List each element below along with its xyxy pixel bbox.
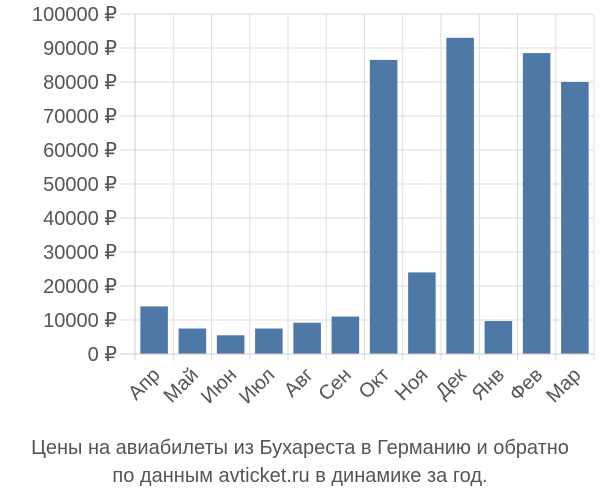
x-tick-label: Сен [314, 364, 355, 405]
x-tick-label: Июн [197, 364, 241, 408]
chart-caption-line1: Цены на авиабилеты из Бухареста в Герман… [31, 437, 569, 459]
bar [446, 37, 474, 355]
chart-caption-line2: по данным avticket.ru в динамике за год. [112, 465, 488, 487]
axes [120, 14, 594, 355]
y-tick-label: 10000 ₽ [43, 310, 117, 332]
y-tick-label: 50000 ₽ [43, 174, 117, 196]
bar [369, 59, 398, 355]
y-tick-label: 90000 ₽ [43, 38, 117, 60]
x-tick-label: Ноя [391, 364, 432, 405]
y-tick-label: 70000 ₽ [43, 106, 117, 128]
bar [178, 328, 207, 354]
y-tick-label: 0 ₽ [88, 344, 118, 366]
bar [255, 328, 283, 354]
x-tick-label: Апр [124, 364, 165, 405]
bar [522, 53, 551, 354]
y-tick-label: 60000 ₽ [43, 140, 117, 162]
bar [408, 272, 436, 354]
bar [140, 306, 168, 354]
x-tick-label: Май [160, 364, 203, 407]
bars [140, 37, 589, 355]
bar [561, 82, 589, 354]
x-tick-label: Дек [431, 364, 470, 403]
x-tick-label: Окт [355, 364, 394, 403]
bar [331, 316, 360, 354]
y-tick-label: 100000 ₽ [32, 4, 117, 26]
bar [484, 321, 513, 354]
bar-chart: 0 ₽ 10000 ₽ 20000 ₽ 30000 ₽ 40000 ₽ 50000 ₽ 60… [32, 4, 595, 408]
x-tick-label: Фев [505, 364, 547, 406]
y-tick-label: 20000 ₽ [43, 276, 117, 298]
y-tick-label: 40000 ₽ [43, 208, 117, 230]
x-tick-label: Авг [280, 364, 318, 402]
y-tick-label: 30000 ₽ [43, 242, 117, 264]
x-tick-label: Июл [235, 364, 279, 408]
bar [216, 335, 245, 354]
x-tick-label: Янв [468, 364, 509, 405]
y-tick-label: 80000 ₽ [43, 72, 117, 94]
bar [293, 322, 321, 354]
x-tick-label: Мар [542, 364, 585, 407]
